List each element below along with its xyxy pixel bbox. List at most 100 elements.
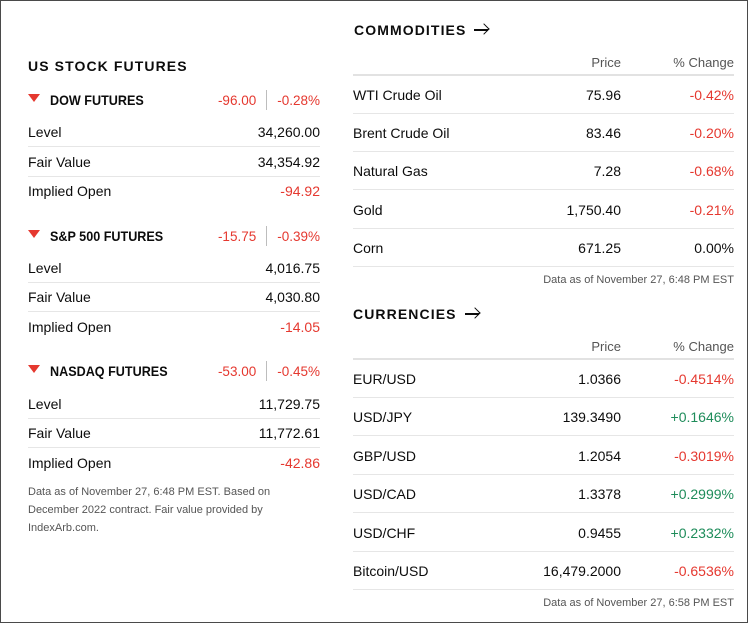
commodity-row[interactable]: Natural Gas 7.28 -0.68%: [353, 152, 734, 190]
row-value: -14.05: [280, 319, 320, 335]
futures-row: Level 4,016.75: [28, 253, 320, 283]
triangle-down-icon: [28, 365, 40, 373]
currency-change: -0.3019%: [674, 448, 734, 464]
currency-change: -0.6536%: [674, 563, 734, 579]
currencies-as-of: Data as of November 27, 6:58 PM EST: [543, 597, 734, 609]
futures-row: Fair Value 4,030.80: [28, 282, 320, 312]
currency-row[interactable]: GBP/USD 1.2054 -0.3019%: [353, 437, 734, 475]
row-label: Fair Value: [28, 288, 91, 305]
futures-row: Implied Open -14.05: [28, 312, 320, 342]
currency-price: 1.2054: [578, 448, 621, 464]
row-label: Implied Open: [28, 319, 112, 335]
commodity-name: Natural Gas: [353, 163, 428, 179]
commodity-change: -0.42%: [689, 87, 734, 103]
commodity-price: 1,750.40: [566, 202, 622, 218]
futures-change-group: -53.00 -0.45%: [218, 361, 320, 381]
commodity-name: WTI Crude Oil: [353, 87, 442, 103]
dow-futures-header[interactable]: DOW FUTURES -96.00 -0.28%: [28, 89, 320, 111]
futures-row: Level 34,260.00: [28, 117, 320, 147]
currencies-table-header: Price % Change: [353, 332, 734, 360]
currency-name: USD/CAD: [353, 486, 417, 502]
row-label: Level: [28, 123, 62, 140]
col-change-header: % Change: [673, 339, 734, 354]
row-value: 4,016.75: [265, 259, 321, 276]
currencies-title-link[interactable]: CURRENCIES: [353, 306, 482, 322]
row-label: Fair Value: [28, 424, 91, 441]
currency-row[interactable]: EUR/USD 1.0366 -0.4514%: [353, 360, 734, 398]
commodity-name: Corn: [353, 240, 384, 256]
currency-change: +0.2332%: [670, 525, 734, 541]
futures-change: -53.00: [217, 363, 257, 379]
currency-row[interactable]: USD/CHF 0.9455 +0.2332%: [353, 514, 734, 552]
commodities-as-of: Data as of November 27, 6:48 PM EST: [543, 274, 734, 286]
futures-row: Implied Open -94.92: [28, 176, 320, 206]
currency-price: 1.0366: [578, 371, 621, 387]
commodities-title: COMMODITIES: [354, 22, 467, 38]
triangle-down-icon: [28, 230, 40, 238]
commodities-title-link[interactable]: COMMODITIES: [354, 22, 491, 38]
divider: [266, 226, 268, 246]
futures-pct-change: -0.39%: [277, 228, 320, 244]
triangle-down-icon: [28, 94, 40, 102]
commodity-row[interactable]: WTI Crude Oil 75.96 -0.42%: [353, 76, 734, 114]
row-label: Level: [28, 395, 62, 412]
commodity-name: Brent Crude Oil: [353, 125, 450, 141]
commodity-change: -0.21%: [689, 202, 734, 218]
commodity-row[interactable]: Brent Crude Oil 83.46 -0.20%: [353, 114, 734, 152]
col-price-header: Price: [591, 339, 621, 354]
futures-change-group: -96.00 -0.28%: [218, 90, 320, 110]
currency-row[interactable]: Bitcoin/USD 16,479.2000 -0.6536%: [353, 552, 734, 590]
arrow-right-icon: [473, 23, 491, 37]
currency-name: USD/CHF: [353, 525, 416, 541]
currencies-title: CURRENCIES: [353, 306, 457, 322]
col-change-header: % Change: [673, 55, 734, 70]
row-value: 11,729.75: [258, 395, 320, 412]
currency-change: +0.1646%: [670, 409, 734, 425]
futures-pct-change: -0.28%: [277, 92, 320, 108]
futures-row: Level 11,729.75: [28, 389, 320, 419]
commodity-price: 671.25: [578, 240, 621, 256]
row-value: 34,354.92: [257, 153, 320, 170]
futures-row: Fair Value 34,354.92: [28, 147, 320, 177]
futures-change: -15.75: [217, 228, 257, 244]
commodity-row[interactable]: Gold 1,750.40 -0.21%: [353, 191, 734, 229]
currency-name: Bitcoin/USD: [353, 563, 429, 579]
divider: [266, 90, 268, 110]
futures-pct-change: -0.45%: [277, 363, 320, 379]
commodities-table-header: Price % Change: [353, 48, 734, 76]
commodity-name: Gold: [353, 202, 383, 218]
row-label: Level: [28, 259, 62, 276]
row-label: Fair Value: [28, 153, 91, 170]
currency-name: USD/JPY: [353, 409, 413, 425]
currency-price: 1.3378: [578, 486, 621, 502]
col-price-header: Price: [591, 55, 621, 70]
commodity-price: 75.96: [585, 87, 621, 103]
arrow-right-icon: [464, 307, 482, 321]
row-value: -94.92: [280, 183, 320, 199]
sp500-futures-header[interactable]: S&P 500 FUTURES -15.75 -0.39%: [28, 225, 320, 247]
commodity-price: 83.46: [585, 125, 621, 141]
row-label: Implied Open: [28, 455, 112, 471]
currency-name: EUR/USD: [353, 371, 417, 387]
row-value: 4,030.80: [265, 288, 321, 305]
commodity-row[interactable]: Corn 671.25 0.00%: [353, 229, 734, 267]
currency-price: 0.9455: [578, 525, 621, 541]
nasdaq-futures-header[interactable]: NASDAQ FUTURES -53.00 -0.45%: [28, 360, 320, 382]
row-value: 11,772.61: [258, 424, 320, 441]
us-stock-futures-title: US STOCK FUTURES: [28, 58, 188, 74]
currency-row[interactable]: USD/JPY 139.3490 +0.1646%: [353, 398, 734, 436]
futures-name: DOW FUTURES: [50, 92, 144, 108]
futures-name: S&P 500 FUTURES: [50, 228, 164, 244]
commodity-price: 7.28: [593, 163, 621, 179]
futures-change: -96.00: [217, 92, 257, 108]
currency-change: +0.2999%: [670, 486, 734, 502]
currency-row[interactable]: USD/CAD 1.3378 +0.2999%: [353, 475, 734, 513]
currency-change: -0.4514%: [674, 371, 734, 387]
futures-footnote: Data as of November 27, 6:48 PM EST. Bas…: [28, 486, 271, 534]
futures-row: Implied Open -42.86: [28, 448, 320, 478]
divider: [266, 361, 268, 381]
futures-change-group: -15.75 -0.39%: [218, 226, 320, 246]
commodity-change: -0.68%: [689, 163, 734, 179]
currency-price: 16,479.2000: [543, 563, 621, 579]
